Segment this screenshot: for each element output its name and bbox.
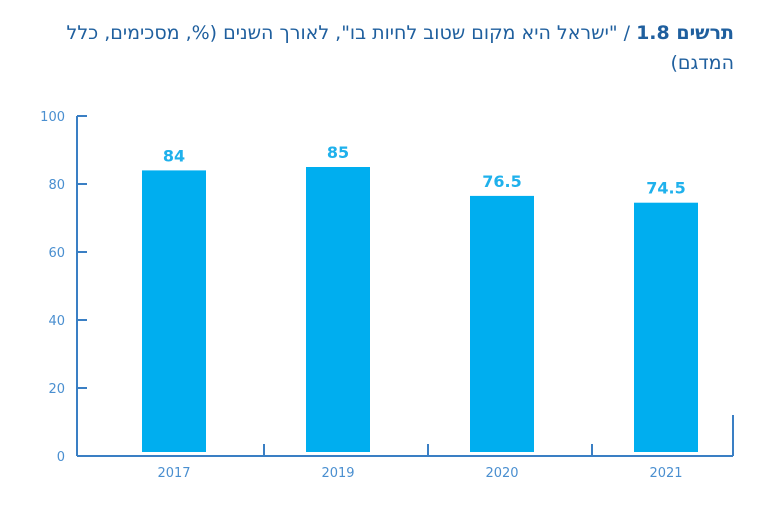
y-tick-label: 100 <box>40 110 65 125</box>
bar-2017 <box>142 170 206 452</box>
bar-2021 <box>634 202 698 452</box>
title-text: "ישראל היא מקום שטוב לחיות בו", לאורך הש… <box>66 22 734 74</box>
data-label-2021: 74.5 <box>646 179 685 198</box>
y-tick-label: 80 <box>48 178 65 193</box>
y-tick-label: 60 <box>48 246 65 261</box>
chart-title: תרשים 1.8 / "ישראל היא מקום שטוב לחיות ב… <box>14 18 734 78</box>
bar-2019 <box>306 167 370 452</box>
x-tick-label: 2020 <box>485 466 518 481</box>
y-tick-label: 0 <box>57 450 65 465</box>
data-label-2020: 76.5 <box>482 172 521 191</box>
x-tick-label: 2019 <box>321 466 354 481</box>
x-tick-label: 2017 <box>157 466 190 481</box>
chart-number: תרשים 1.8 <box>636 22 734 44</box>
data-label-2017: 84 <box>163 146 185 165</box>
title-separator: / <box>617 22 637 44</box>
y-tick-label: 40 <box>48 314 65 329</box>
x-tick-label: 2021 <box>649 466 682 481</box>
y-tick-label: 20 <box>48 382 65 397</box>
data-label-2019: 85 <box>327 143 349 162</box>
bar-2020 <box>470 195 534 452</box>
